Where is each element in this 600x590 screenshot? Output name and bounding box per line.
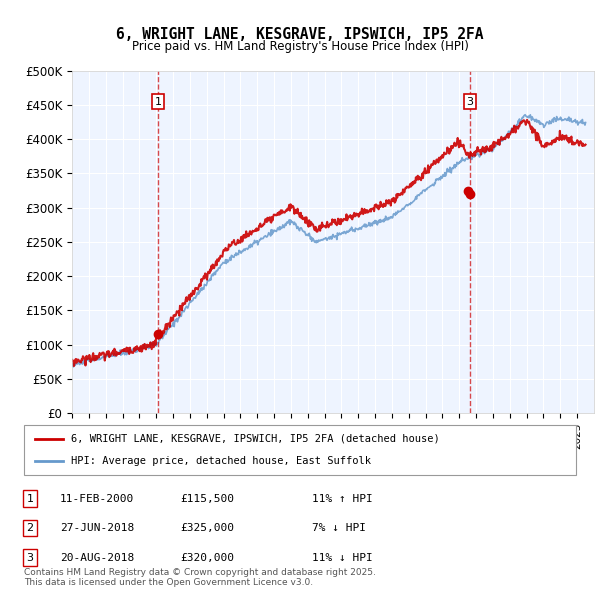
FancyBboxPatch shape <box>24 425 576 475</box>
Text: 11-FEB-2000: 11-FEB-2000 <box>60 494 134 503</box>
Text: 1: 1 <box>26 494 34 503</box>
Text: 11% ↑ HPI: 11% ↑ HPI <box>312 494 373 503</box>
Text: 20-AUG-2018: 20-AUG-2018 <box>60 553 134 562</box>
Text: 7% ↓ HPI: 7% ↓ HPI <box>312 523 366 533</box>
Text: 3: 3 <box>467 97 473 107</box>
Text: 1: 1 <box>155 97 162 107</box>
Text: £115,500: £115,500 <box>180 494 234 503</box>
Text: 2: 2 <box>26 523 34 533</box>
Text: 27-JUN-2018: 27-JUN-2018 <box>60 523 134 533</box>
Text: 6, WRIGHT LANE, KESGRAVE, IPSWICH, IP5 2FA (detached house): 6, WRIGHT LANE, KESGRAVE, IPSWICH, IP5 2… <box>71 434 440 444</box>
Text: Contains HM Land Registry data © Crown copyright and database right 2025.
This d: Contains HM Land Registry data © Crown c… <box>24 568 376 587</box>
Text: 6, WRIGHT LANE, KESGRAVE, IPSWICH, IP5 2FA: 6, WRIGHT LANE, KESGRAVE, IPSWICH, IP5 2… <box>116 27 484 41</box>
Text: HPI: Average price, detached house, East Suffolk: HPI: Average price, detached house, East… <box>71 456 371 466</box>
Text: £325,000: £325,000 <box>180 523 234 533</box>
Text: 3: 3 <box>26 553 34 562</box>
Text: Price paid vs. HM Land Registry's House Price Index (HPI): Price paid vs. HM Land Registry's House … <box>131 40 469 53</box>
Text: 11% ↓ HPI: 11% ↓ HPI <box>312 553 373 562</box>
Text: £320,000: £320,000 <box>180 553 234 562</box>
